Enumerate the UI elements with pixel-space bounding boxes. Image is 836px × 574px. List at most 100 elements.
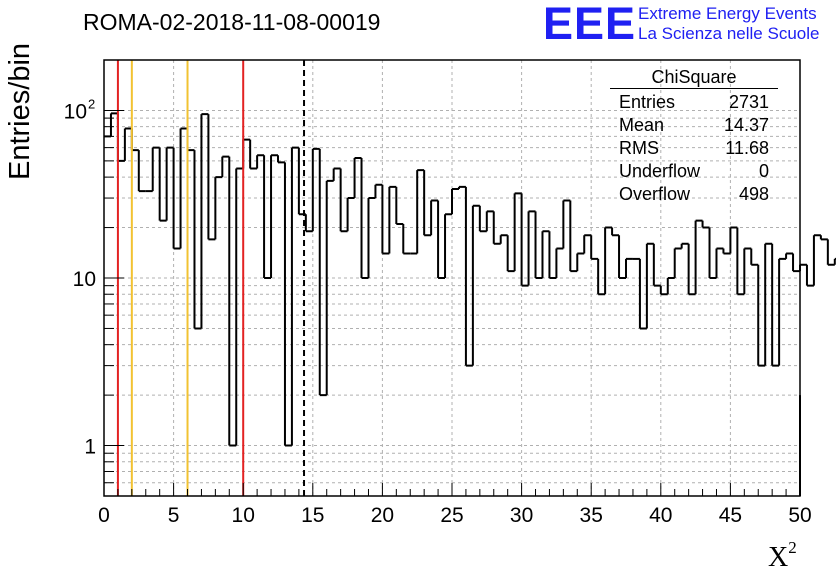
stats-label: Overflow: [619, 184, 691, 204]
x-tick-label: 30: [510, 504, 533, 527]
histogram-bin: [430, 199, 439, 236]
histogram-bin: [332, 167, 341, 181]
axis-ticks: [103, 59, 801, 497]
histogram-bin: [186, 128, 195, 152]
histogram-bin: [464, 186, 473, 367]
histogram-bin: [353, 157, 362, 199]
histogram-bin: [109, 112, 118, 137]
stats-row-underflow: Underflow 0: [611, 160, 777, 183]
histogram-bin: [485, 210, 494, 232]
histogram-bin: [172, 147, 181, 250]
histogram-bin: [666, 277, 675, 295]
histogram-bin: [576, 252, 585, 272]
histogram-bin: [457, 185, 466, 189]
histogram-bin: [659, 285, 668, 296]
histogram-bin: [444, 213, 452, 278]
y-axis-label: Entries/bin: [4, 42, 36, 180]
histogram-bin: [687, 243, 696, 296]
histogram-bin: [701, 220, 710, 229]
histogram-bin: [541, 230, 550, 278]
histogram-bin: [757, 264, 766, 367]
histogram-bin: [562, 199, 571, 249]
histogram-bin: [214, 176, 223, 240]
histogram-bin: [200, 113, 209, 329]
histogram-bin: [137, 150, 146, 193]
stats-value: 11.68: [725, 138, 769, 158]
histogram-bin: [764, 242, 773, 366]
histogram-bin: [792, 253, 800, 273]
histogram-bin: [249, 139, 258, 170]
histogram-bin: [270, 154, 278, 278]
stats-label: Underflow: [619, 161, 701, 181]
histogram-bin: [680, 242, 689, 249]
histogram-bin: [381, 184, 390, 255]
histogram-bin: [597, 258, 606, 296]
y-tick-label-exponent: 2: [88, 96, 95, 111]
y-tick-label: 1: [84, 436, 96, 459]
histogram-bin: [590, 235, 599, 260]
x-tick-label: 10: [232, 504, 255, 527]
histogram-series: [104, 112, 836, 496]
histogram-bin: [805, 264, 814, 287]
histogram-bin: [819, 235, 828, 241]
stats-title: ChiSquare: [610, 66, 778, 89]
stats-row-rms: RMS 11.68: [611, 137, 777, 160]
histogram-bin: [506, 235, 515, 273]
stats-box: ChiSquare Entries 2731 Mean 14.37 RMS 11…: [610, 66, 778, 206]
histogram-bin: [520, 193, 529, 287]
histogram-bin: [527, 210, 536, 286]
x-tick-label: 50: [788, 504, 811, 527]
histogram-bin: [638, 258, 647, 330]
histogram-bin: [423, 170, 432, 237]
histogram-bin: [277, 155, 285, 164]
histogram-bin: [256, 154, 265, 169]
stats-value: 498: [738, 184, 769, 204]
histogram-bin: [151, 146, 160, 192]
histogram-bin: [374, 183, 383, 199]
histogram-bin: [499, 234, 508, 244]
histogram-bin: [228, 156, 237, 447]
histogram-bin: [123, 127, 132, 161]
stats-label: Entries: [619, 92, 676, 112]
stats-row-mean: Mean 14.37: [611, 114, 777, 137]
histogram-bin: [304, 214, 313, 233]
histogram-bin: [812, 234, 821, 286]
histogram-bin: [478, 205, 487, 233]
x-tick-label: 0: [98, 504, 110, 527]
histogram-bin: [569, 200, 578, 273]
chart-title: ROMA-02-2018-11-08-00019: [83, 9, 381, 35]
histogram-bin: [743, 247, 752, 295]
histogram-bin: [736, 227, 745, 296]
histogram-bin: [360, 158, 369, 279]
histogram-bin: [318, 148, 327, 397]
histogram-bin: [130, 128, 139, 152]
x-axis-label-base: X: [768, 542, 789, 573]
histogram-bin: [611, 227, 620, 237]
histogram-bin: [583, 234, 592, 254]
histogram-bin: [395, 186, 404, 226]
histogram-bin: [729, 226, 738, 254]
y-tick-label: 10: [64, 100, 87, 123]
x-axis-label-sup: 2: [788, 538, 797, 557]
histogram-bin: [311, 147, 320, 232]
histogram-bin: [221, 155, 230, 178]
histogram-bin: [388, 185, 397, 254]
histogram-bin: [513, 192, 522, 272]
histogram-bin: [694, 219, 703, 295]
histogram-bin: [771, 243, 780, 367]
stats-label: Mean: [619, 115, 665, 135]
x-tick-label: 15: [301, 504, 324, 527]
stats-value: 14.37: [723, 115, 769, 135]
histogram-bin: [339, 168, 348, 233]
stats-row-entries: Entries 2731: [611, 91, 777, 114]
histogram-bin: [437, 200, 446, 279]
x-axis-label: X2: [768, 538, 797, 574]
histogram-bin: [283, 162, 292, 447]
x-tick-label: 25: [440, 504, 463, 527]
x-tick-label: 35: [580, 504, 603, 527]
histogram-bin: [471, 204, 480, 366]
histogram-bin: [193, 150, 202, 330]
histogram-bin: [367, 197, 376, 278]
histogram-bin: [645, 242, 654, 329]
